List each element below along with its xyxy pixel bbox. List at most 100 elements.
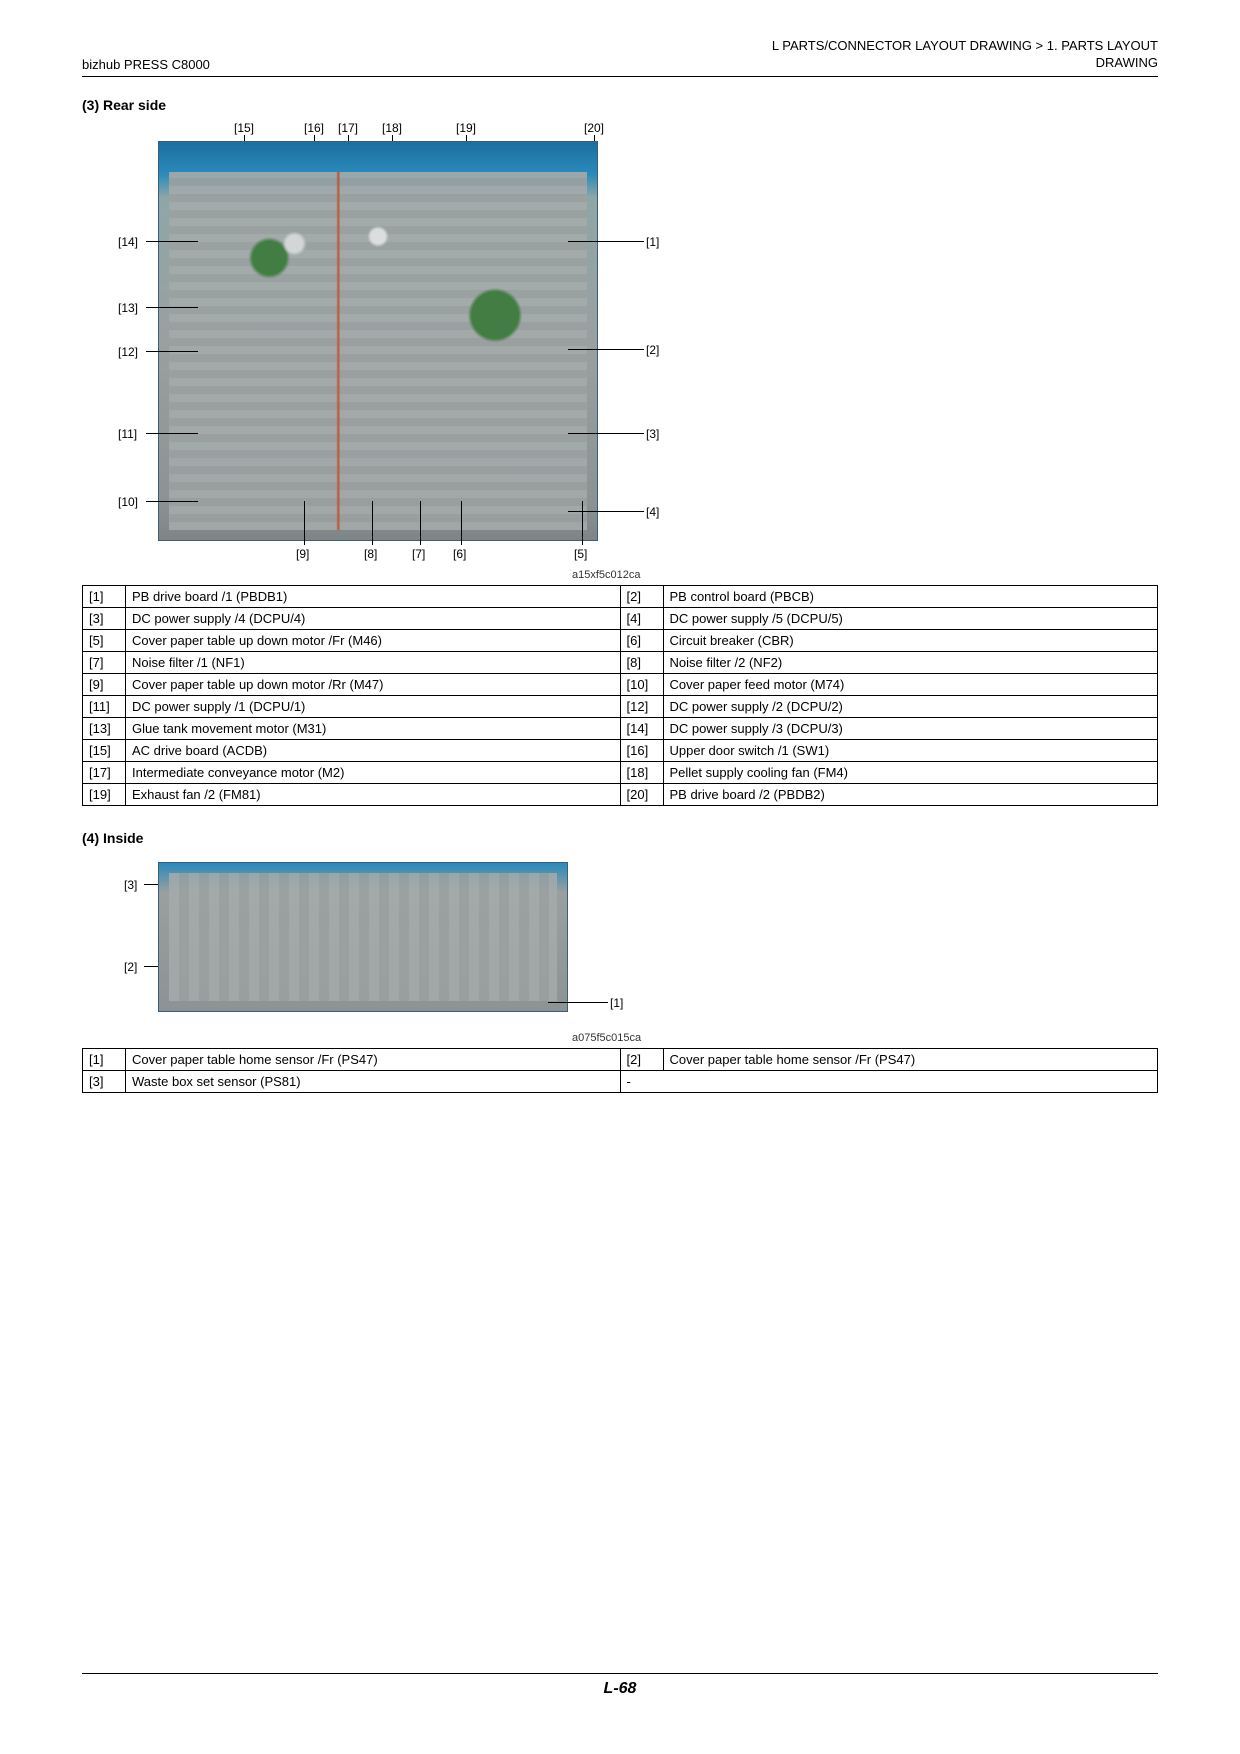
part-index: [9] (83, 673, 126, 695)
table-row: [13]Glue tank movement motor (M31)[14]DC… (83, 717, 1158, 739)
part-description: Upper door switch /1 (SW1) (663, 739, 1158, 761)
callout-lead (568, 433, 644, 434)
part-description: Circuit breaker (CBR) (663, 629, 1158, 651)
callout-label: [16] (304, 121, 324, 135)
part-description: Cover paper table up down motor /Fr (M46… (126, 629, 621, 651)
part-description: DC power supply /1 (DCPU/1) (126, 695, 621, 717)
part-index: [12] (620, 695, 663, 717)
callout-label: [2] (646, 343, 659, 357)
part-index: [20] (620, 783, 663, 805)
part-description: Cover paper table home sensor /Fr (PS47) (126, 1048, 621, 1070)
page-footer: L-68 (82, 1673, 1158, 1698)
table-row: [9]Cover paper table up down motor /Rr (… (83, 673, 1158, 695)
callout-lead (582, 501, 583, 545)
callout-label: [18] (382, 121, 402, 135)
rear-side-parts-table: [1]PB drive board /1 (PBDB1)[2]PB contro… (82, 585, 1158, 806)
table-row: [19]Exhaust fan /2 (FM81)[20]PB drive bo… (83, 783, 1158, 805)
part-description: Noise filter /1 (NF1) (126, 651, 621, 673)
table-row: [11]DC power supply /1 (DCPU/1)[12]DC po… (83, 695, 1158, 717)
callout-label: [20] (584, 121, 604, 135)
callout-lead (146, 433, 198, 434)
callout-label: [9] (296, 547, 309, 561)
inside-parts-table: [1]Cover paper table home sensor /Fr (PS… (82, 1048, 1158, 1093)
part-index: [4] (620, 607, 663, 629)
header-line2: DRAWING (772, 55, 1158, 72)
callout-lead (146, 307, 198, 308)
callout-label: [2] (124, 960, 137, 974)
part-description: Cover paper table home sensor /Fr (PS47) (663, 1048, 1158, 1070)
part-description: Noise filter /2 (NF2) (663, 651, 1158, 673)
part-index: [16] (620, 739, 663, 761)
callout-lead (568, 511, 644, 512)
table-row: [1]PB drive board /1 (PBDB1)[2]PB contro… (83, 585, 1158, 607)
part-index: [15] (83, 739, 126, 761)
callout-label: [17] (338, 121, 358, 135)
callout-lead (304, 501, 305, 545)
part-description: - (620, 1070, 1158, 1092)
part-description: PB control board (PBCB) (663, 585, 1158, 607)
part-index: [19] (83, 783, 126, 805)
table-row: [3]DC power supply /4 (DCPU/4)[4]DC powe… (83, 607, 1158, 629)
part-index: [14] (620, 717, 663, 739)
part-description: Waste box set sensor (PS81) (126, 1070, 621, 1092)
table-row: [17]Intermediate conveyance motor (M2)[1… (83, 761, 1158, 783)
page-header: bizhub PRESS C8000 L PARTS/CONNECTOR LAY… (82, 38, 1158, 77)
part-description: Cover paper table up down motor /Rr (M47… (126, 673, 621, 695)
header-line1: L PARTS/CONNECTOR LAYOUT DRAWING > 1. PA… (772, 38, 1158, 55)
callout-label: [19] (456, 121, 476, 135)
section3-title: (3) Rear side (82, 97, 1158, 113)
callout-lead (548, 1002, 608, 1003)
part-description: Exhaust fan /2 (FM81) (126, 783, 621, 805)
inside-diagram: [3] [2] [1] (118, 856, 1158, 1026)
callout-lead (420, 501, 421, 545)
callout-label: [15] (234, 121, 254, 135)
callout-label: [6] (453, 547, 466, 561)
part-description: PB drive board /2 (PBDB2) (663, 783, 1158, 805)
callout-lead (568, 241, 644, 242)
callout-lead (568, 349, 644, 350)
callout-label: [12] (118, 345, 138, 359)
part-index: [13] (83, 717, 126, 739)
callout-label: [7] (412, 547, 425, 561)
part-description: AC drive board (ACDB) (126, 739, 621, 761)
part-description: DC power supply /5 (DCPU/5) (663, 607, 1158, 629)
part-description: Glue tank movement motor (M31) (126, 717, 621, 739)
part-index: [6] (620, 629, 663, 651)
callout-lead (146, 351, 198, 352)
callout-label: [13] (118, 301, 138, 315)
table-row: [3]Waste box set sensor (PS81)- (83, 1070, 1158, 1092)
part-index: [3] (83, 1070, 126, 1092)
part-index: [10] (620, 673, 663, 695)
part-index: [17] (83, 761, 126, 783)
callout-label: [11] (118, 427, 137, 441)
part-index: [7] (83, 651, 126, 673)
callout-lead (372, 501, 373, 545)
callout-label: [8] (364, 547, 377, 561)
inside-photo (158, 862, 568, 1012)
part-index: [18] (620, 761, 663, 783)
callout-lead (146, 501, 198, 502)
table-row: [1]Cover paper table home sensor /Fr (PS… (83, 1048, 1158, 1070)
callout-lead (146, 241, 198, 242)
callout-lead (461, 501, 462, 545)
figure-code-2: a075f5c015ca (572, 1032, 1158, 1044)
part-index: [3] (83, 607, 126, 629)
callout-label: [3] (646, 427, 659, 441)
callout-label: [3] (124, 878, 137, 892)
part-index: [2] (620, 585, 663, 607)
section4-title: (4) Inside (82, 830, 1158, 846)
callout-label: [1] (610, 996, 623, 1010)
part-description: Cover paper feed motor (M74) (663, 673, 1158, 695)
table-row: [5]Cover paper table up down motor /Fr (… (83, 629, 1158, 651)
part-description: DC power supply /4 (DCPU/4) (126, 607, 621, 629)
page-number: L-68 (604, 1680, 637, 1697)
callout-label: [5] (574, 547, 587, 561)
header-breadcrumb: L PARTS/CONNECTOR LAYOUT DRAWING > 1. PA… (772, 38, 1158, 72)
part-description: Intermediate conveyance motor (M2) (126, 761, 621, 783)
callout-label: [1] (646, 235, 659, 249)
part-index: [5] (83, 629, 126, 651)
part-index: [1] (83, 1048, 126, 1070)
part-description: Pellet supply cooling fan (FM4) (663, 761, 1158, 783)
part-index: [2] (620, 1048, 663, 1070)
table-row: [15]AC drive board (ACDB)[16]Upper door … (83, 739, 1158, 761)
